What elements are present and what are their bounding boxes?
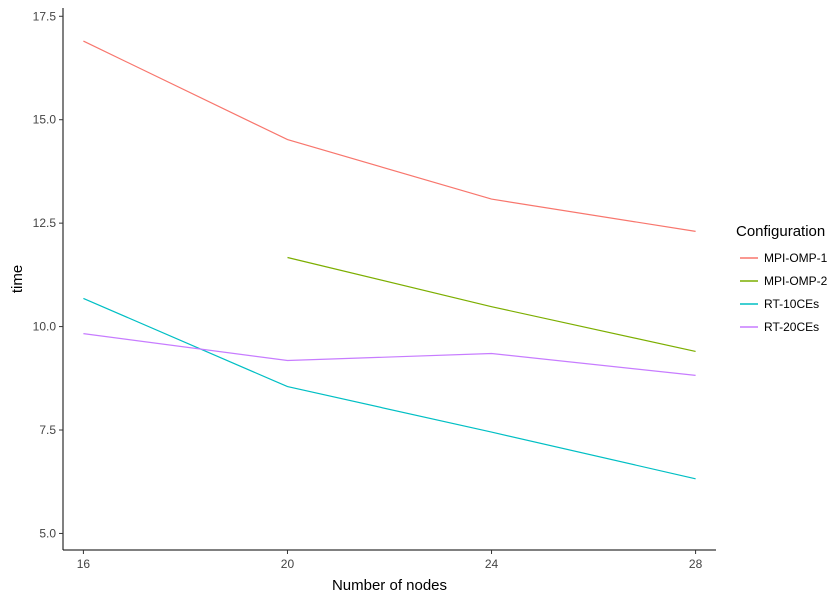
legend: Configuration MPI-OMP-1 MPI-OMP-2 RT-10CEs… — [736, 223, 828, 334]
y-tick-label: 12.5 — [33, 216, 57, 230]
legend-label: RT-20CEs — [764, 320, 819, 334]
x-axis-title: Number of nodes — [332, 577, 447, 594]
legend-label: RT-10CEs — [764, 297, 819, 311]
series-line-mpi-omp-1 — [83, 40, 696, 232]
series-line-mpi-omp-2 — [287, 256, 696, 352]
y-axis-ticks: 5.0 7.5 10.0 12.5 15.0 17.5 — [33, 9, 63, 540]
x-tick-label: 24 — [485, 557, 499, 571]
legend-title: Configuration — [736, 223, 825, 240]
x-axis-ticks: 16 20 24 28 — [77, 550, 703, 571]
y-tick-label: 10.0 — [33, 320, 57, 334]
legend-items: MPI-OMP-1 MPI-OMP-2 RT-10CEs RT-20CEs — [740, 251, 828, 334]
legend-label: MPI-OMP-2 — [764, 274, 828, 288]
series-line-rt-20ces — [83, 333, 696, 376]
x-tick-label: 16 — [77, 557, 91, 571]
x-tick-label: 20 — [281, 557, 295, 571]
y-axis-title: time — [9, 265, 26, 293]
series-line-rt-10ces — [83, 297, 696, 480]
legend-label: MPI-OMP-1 — [764, 251, 828, 265]
x-tick-label: 28 — [689, 557, 703, 571]
y-tick-label: 5.0 — [39, 526, 56, 540]
series-layer — [83, 40, 696, 480]
y-tick-label: 15.0 — [33, 113, 57, 127]
y-tick-label: 17.5 — [33, 9, 57, 23]
y-tick-label: 7.5 — [39, 423, 56, 437]
